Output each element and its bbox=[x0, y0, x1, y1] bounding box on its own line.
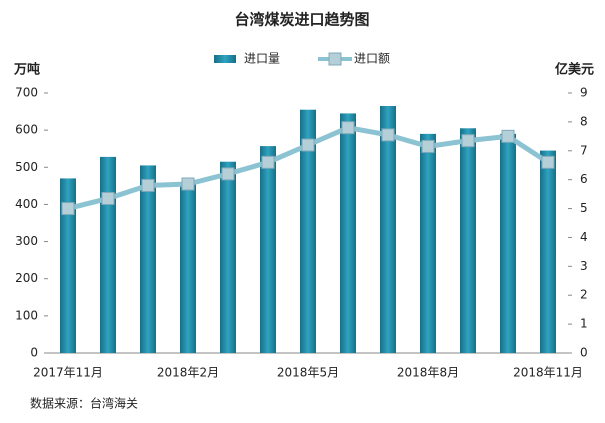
line-marker bbox=[461, 134, 475, 148]
y2-tick-label: 5 bbox=[580, 201, 588, 215]
y2-axis-label: 亿美元 bbox=[555, 62, 594, 78]
bar bbox=[500, 133, 516, 353]
y-tick-label: 400 bbox=[15, 197, 38, 211]
x-tick-label: 2018年11月 bbox=[513, 366, 583, 380]
bar bbox=[180, 184, 196, 353]
line-marker bbox=[261, 155, 275, 169]
x-tick-label: 2018年8月 bbox=[397, 366, 459, 380]
bar bbox=[220, 161, 236, 353]
bar bbox=[300, 109, 316, 353]
y2-tick-label: 3 bbox=[580, 259, 588, 273]
bar bbox=[460, 128, 476, 353]
line-marker bbox=[101, 191, 115, 205]
legend-label: 进口量 bbox=[244, 52, 280, 66]
source-note: 数据来源：台湾海关 bbox=[30, 396, 138, 411]
legend-label: 进口额 bbox=[354, 52, 390, 66]
line-marker bbox=[541, 155, 555, 169]
y2-tick-label: 9 bbox=[580, 86, 588, 100]
y-tick-label: 0 bbox=[30, 346, 38, 360]
bar bbox=[540, 150, 556, 353]
y2-tick-label: 7 bbox=[580, 143, 588, 157]
y-tick-label: 100 bbox=[15, 308, 38, 322]
y-tick-label: 700 bbox=[15, 86, 38, 100]
x-tick-label: 2017年11月 bbox=[33, 366, 103, 380]
line-marker bbox=[381, 128, 395, 142]
bar bbox=[60, 178, 76, 353]
line-marker bbox=[301, 138, 315, 152]
bar bbox=[420, 133, 436, 353]
y-tick-label: 200 bbox=[15, 271, 38, 285]
y2-tick-label: 2 bbox=[580, 288, 588, 302]
y2-tick-label: 8 bbox=[580, 114, 588, 128]
line-marker bbox=[61, 202, 75, 216]
y-tick-label: 600 bbox=[15, 123, 38, 137]
line-marker bbox=[181, 177, 195, 191]
bar bbox=[100, 156, 116, 353]
y-tick-label: 300 bbox=[15, 234, 38, 248]
legend-swatch bbox=[328, 52, 342, 66]
bar bbox=[380, 106, 396, 353]
bar bbox=[140, 165, 156, 353]
y-axis-label: 万吨 bbox=[13, 62, 40, 78]
y-tick-label: 500 bbox=[15, 160, 38, 174]
line-marker bbox=[141, 178, 155, 192]
chart-title: 台湾煤炭进口趋势图 bbox=[234, 11, 369, 29]
line-marker bbox=[421, 139, 435, 153]
y2-tick-label: 0 bbox=[580, 346, 588, 360]
line-marker bbox=[221, 167, 235, 181]
x-tick-label: 2018年2月 bbox=[157, 366, 219, 380]
line-marker bbox=[501, 129, 515, 143]
y2-tick-label: 6 bbox=[580, 172, 588, 186]
x-tick-label: 2018年5月 bbox=[277, 366, 339, 380]
bar bbox=[340, 113, 356, 353]
y2-tick-label: 4 bbox=[580, 230, 588, 244]
line-marker bbox=[341, 121, 355, 135]
bar bbox=[260, 146, 276, 353]
y2-tick-label: 1 bbox=[580, 317, 588, 331]
legend-swatch bbox=[214, 55, 236, 63]
